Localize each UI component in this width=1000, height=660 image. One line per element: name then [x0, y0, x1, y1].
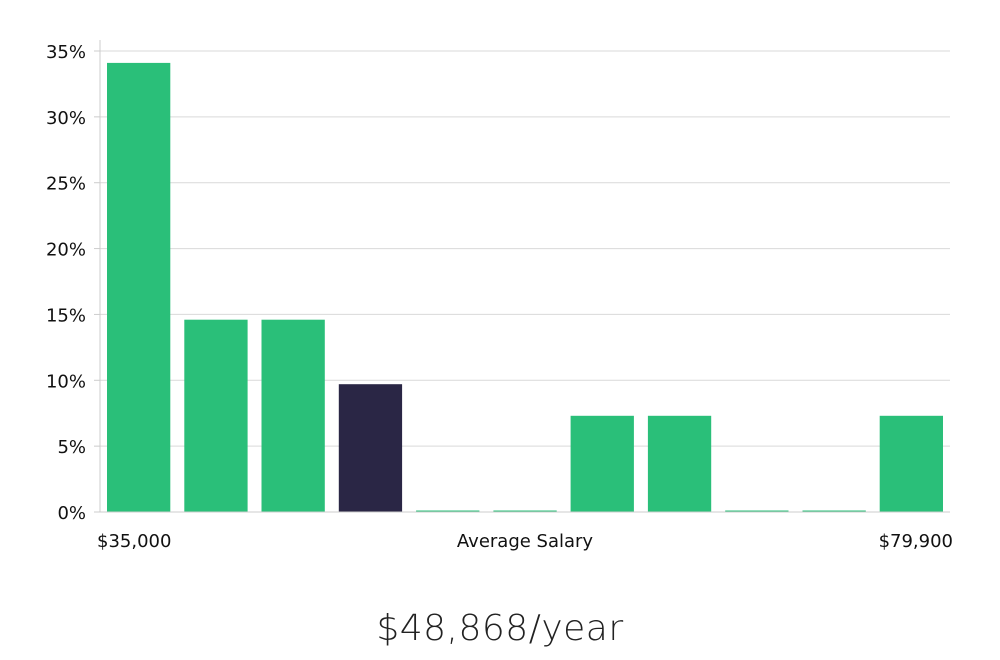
axis-labels: $35,000 Average Salary $79,900 [97, 531, 953, 552]
bar [570, 415, 634, 512]
bars [107, 62, 943, 513]
y-tick-label: 25% [46, 174, 86, 195]
y-tick-label: 30% [46, 108, 86, 129]
bar [261, 319, 325, 512]
y-tick-label: 5% [57, 437, 86, 458]
bar [184, 319, 248, 512]
bar [879, 415, 943, 512]
y-tick-label: 10% [46, 371, 86, 392]
x-axis-title: Average Salary [457, 531, 594, 552]
axes: 0% 5% 10% 15% 20% 25% 30% 35% [46, 40, 950, 524]
y-tick-label: 15% [46, 305, 86, 326]
y-tick-label: 0% [57, 503, 86, 524]
bar [107, 62, 171, 513]
x-axis-max-label: $79,900 [879, 531, 953, 552]
y-tick-label: 35% [46, 42, 86, 63]
bar [725, 510, 789, 512]
bar [416, 510, 480, 512]
x-axis-min-label: $35,000 [97, 531, 171, 552]
salary-distribution-chart: 0% 5% 10% 15% 20% 25% 30% 35% $35,000 Average S… [46, 40, 953, 552]
bar [493, 510, 557, 512]
average-salary-value: $48,868/year [376, 608, 624, 649]
bar-highlighted [338, 384, 403, 512]
bar [647, 415, 712, 512]
bar [802, 510, 866, 512]
y-tick-label: 20% [46, 240, 86, 261]
